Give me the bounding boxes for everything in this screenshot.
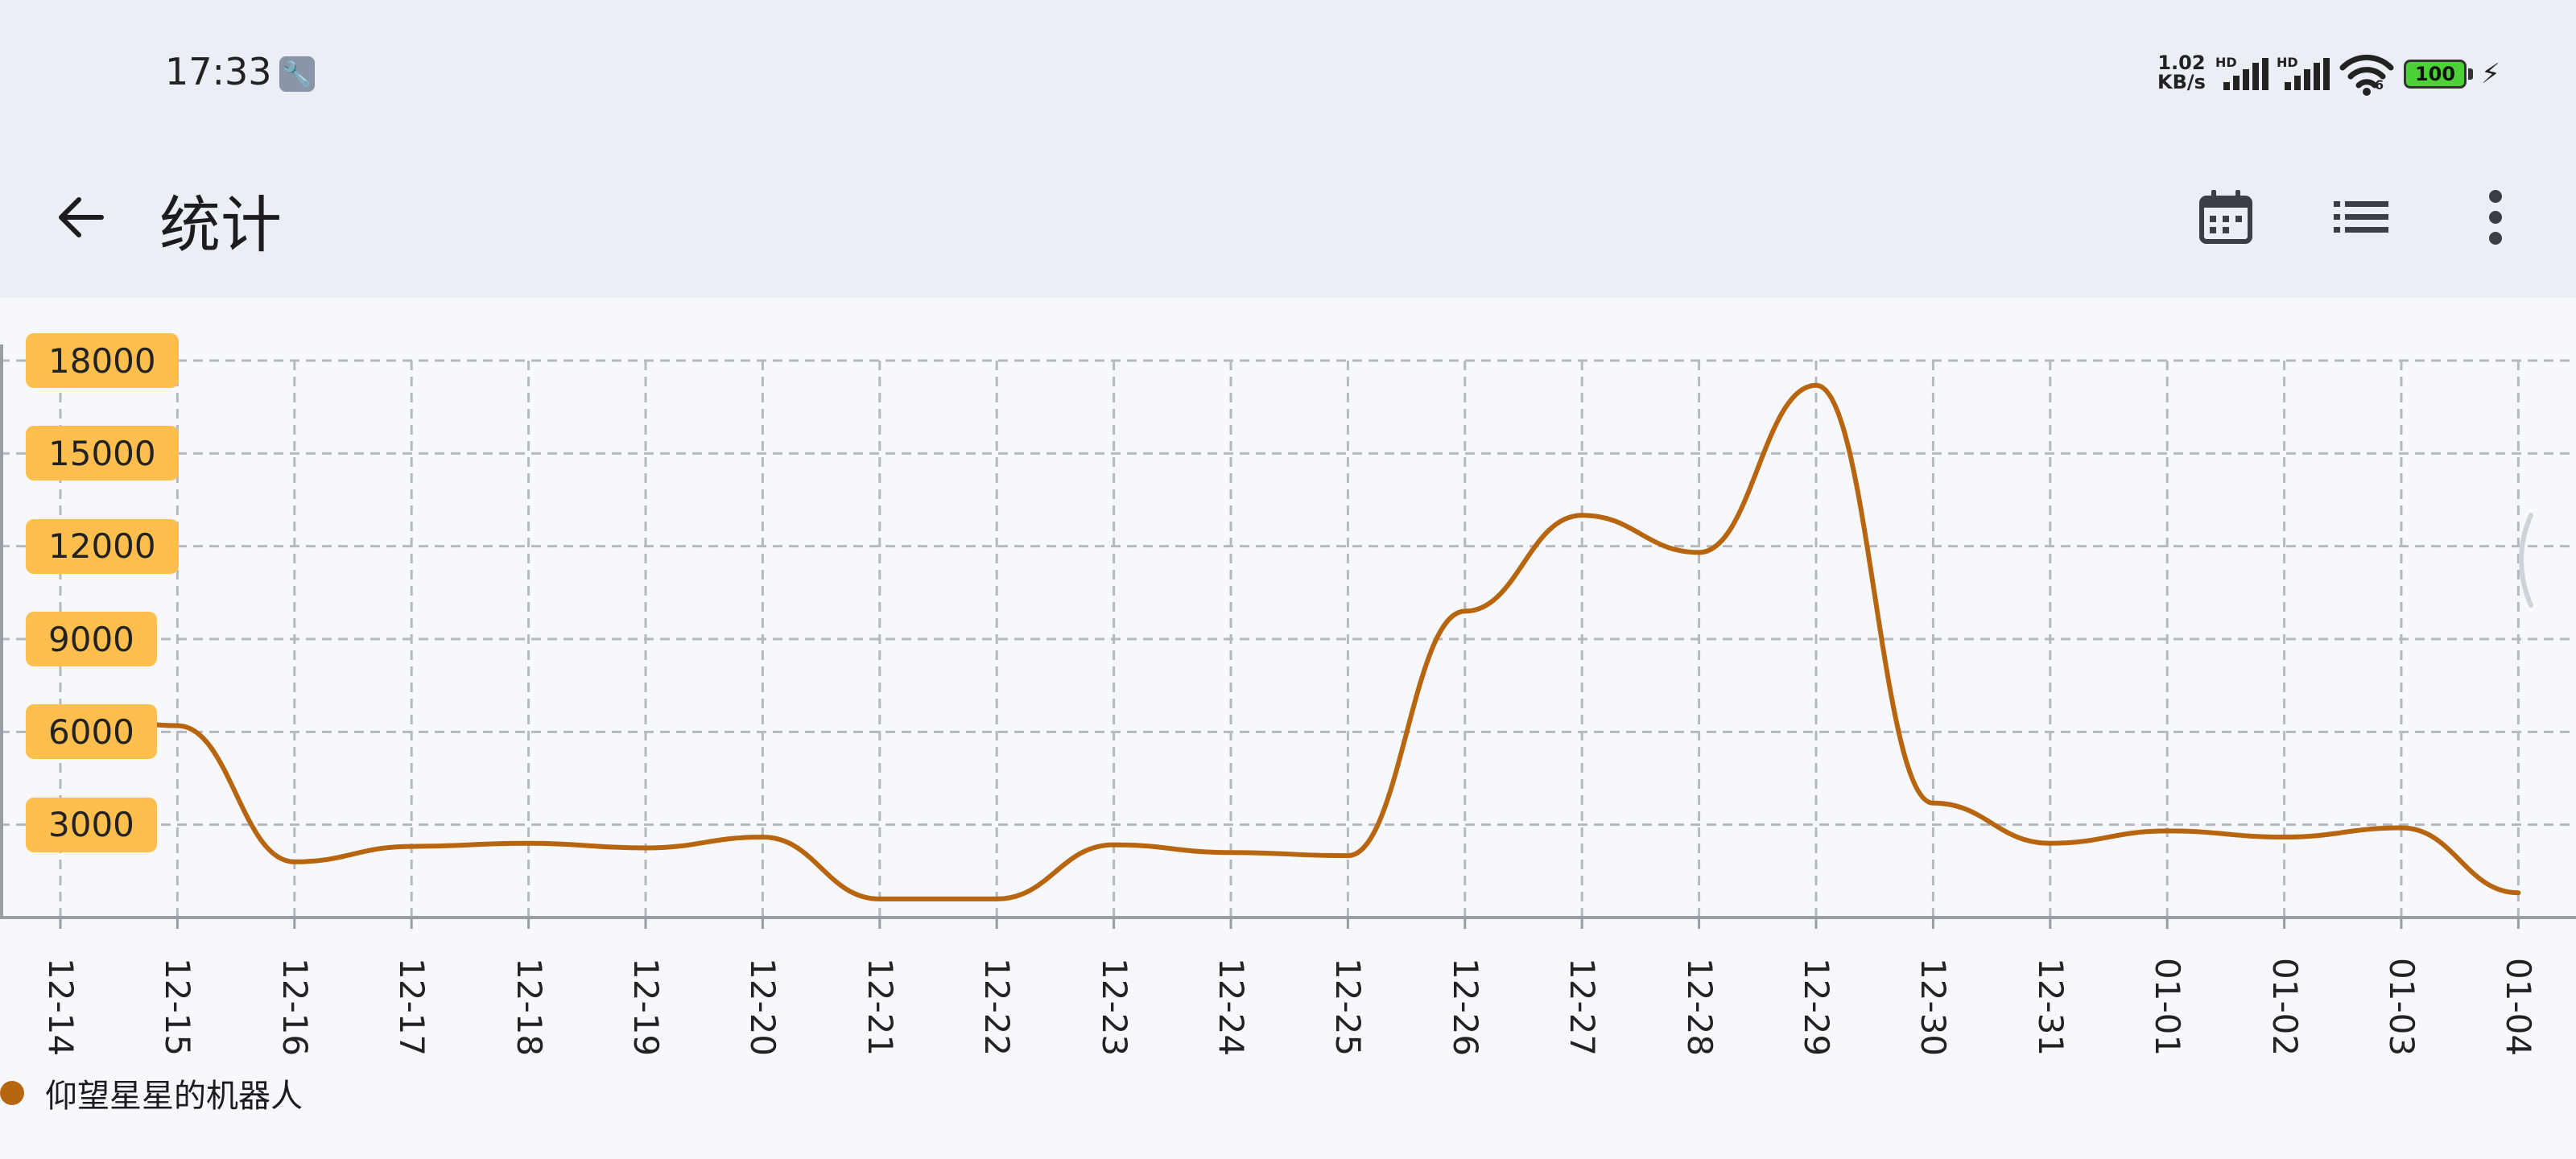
x-tick-label: 12-31: [2030, 958, 2070, 1057]
x-tick-label: 12-26: [1445, 958, 1485, 1057]
network-speed-unit: KB/s: [2157, 71, 2206, 93]
calendar-button[interactable]: [2182, 173, 2270, 262]
calendar-icon: [2199, 190, 2252, 244]
charging-bolt-icon: ⚡: [2481, 58, 2500, 90]
x-tick-label: 01-04: [2499, 958, 2539, 1057]
x-tick-label: 12-30: [1913, 958, 1954, 1057]
legend-label: 仰望星星的机器人: [45, 1078, 303, 1115]
x-tick-label: 12-15: [158, 958, 198, 1057]
page-title: 统计: [159, 189, 282, 261]
x-tick-label: 12-23: [1094, 958, 1134, 1057]
legend-swatch: [0, 1081, 24, 1105]
y-tick-label: 15000: [26, 426, 179, 481]
x-tick-label: 12-27: [1563, 958, 1603, 1057]
more-vertical-icon: [2489, 190, 2502, 245]
x-tick-label: 12-20: [743, 958, 783, 1057]
battery-tip: [2468, 68, 2473, 80]
signal-icon-2: [2285, 58, 2330, 90]
list-button[interactable]: [2317, 173, 2405, 262]
hd-label-2: HD: [2277, 55, 2298, 70]
series-line-0: [58, 382, 2521, 901]
y-tick-label: 6000: [26, 704, 157, 760]
x-tick-label: 12-21: [860, 958, 900, 1057]
status-time: 17:33: [165, 50, 272, 93]
wrench-icon: 🔧: [279, 56, 315, 92]
chart-axes: [0, 344, 2576, 929]
x-tick-label: 12-24: [1212, 958, 1251, 1057]
y-tick-label: 18000: [26, 333, 179, 388]
more-button[interactable]: [2451, 173, 2540, 262]
app-bar: 统计: [0, 145, 2576, 298]
edge-swipe-handle[interactable]: [2510, 512, 2534, 608]
network-speed-value: 1.02: [2157, 52, 2206, 74]
list-icon: [2334, 201, 2388, 233]
chart-series-layer: [58, 382, 2521, 901]
y-tick-label: 12000: [26, 518, 179, 574]
wifi-icon: [2339, 54, 2394, 96]
chart-legend: 仰望星星的机器人: [0, 1070, 303, 1116]
x-tick-label: 01-02: [2264, 958, 2305, 1057]
x-tick-label: 12-28: [1679, 958, 1719, 1057]
hd-label-1: HD: [2215, 55, 2237, 70]
x-tick-label: 12-17: [392, 958, 432, 1057]
x-tick-label: 12-25: [1328, 958, 1368, 1057]
x-tick-label: 12-18: [509, 958, 549, 1057]
arrow-left-icon: [59, 197, 104, 237]
x-tick-label: 12-29: [1797, 958, 1836, 1057]
x-tick-label: 12-16: [275, 958, 315, 1057]
y-tick-label: 3000: [26, 797, 157, 852]
back-button[interactable]: [40, 177, 121, 258]
x-tick-label: 01-01: [2148, 958, 2188, 1057]
network-speed: 1.02 KB/s: [2157, 53, 2206, 92]
signal-icon-1: [2223, 58, 2268, 90]
x-tick-label: 12-14: [41, 958, 80, 1057]
x-tick-label: 01-03: [2382, 958, 2421, 1057]
y-tick-label: 9000: [26, 612, 157, 666]
status-bar: 17:33 🔧 1.02 KB/s HD HD 6 100 ⚡: [0, 0, 2576, 145]
x-tick-label: 12-19: [626, 958, 666, 1057]
wifi-6-label: 6: [2375, 77, 2384, 93]
x-tick-label: 12-22: [977, 958, 1018, 1057]
chart-grid: [0, 359, 2576, 918]
battery-indicator: 100: [2404, 60, 2467, 89]
